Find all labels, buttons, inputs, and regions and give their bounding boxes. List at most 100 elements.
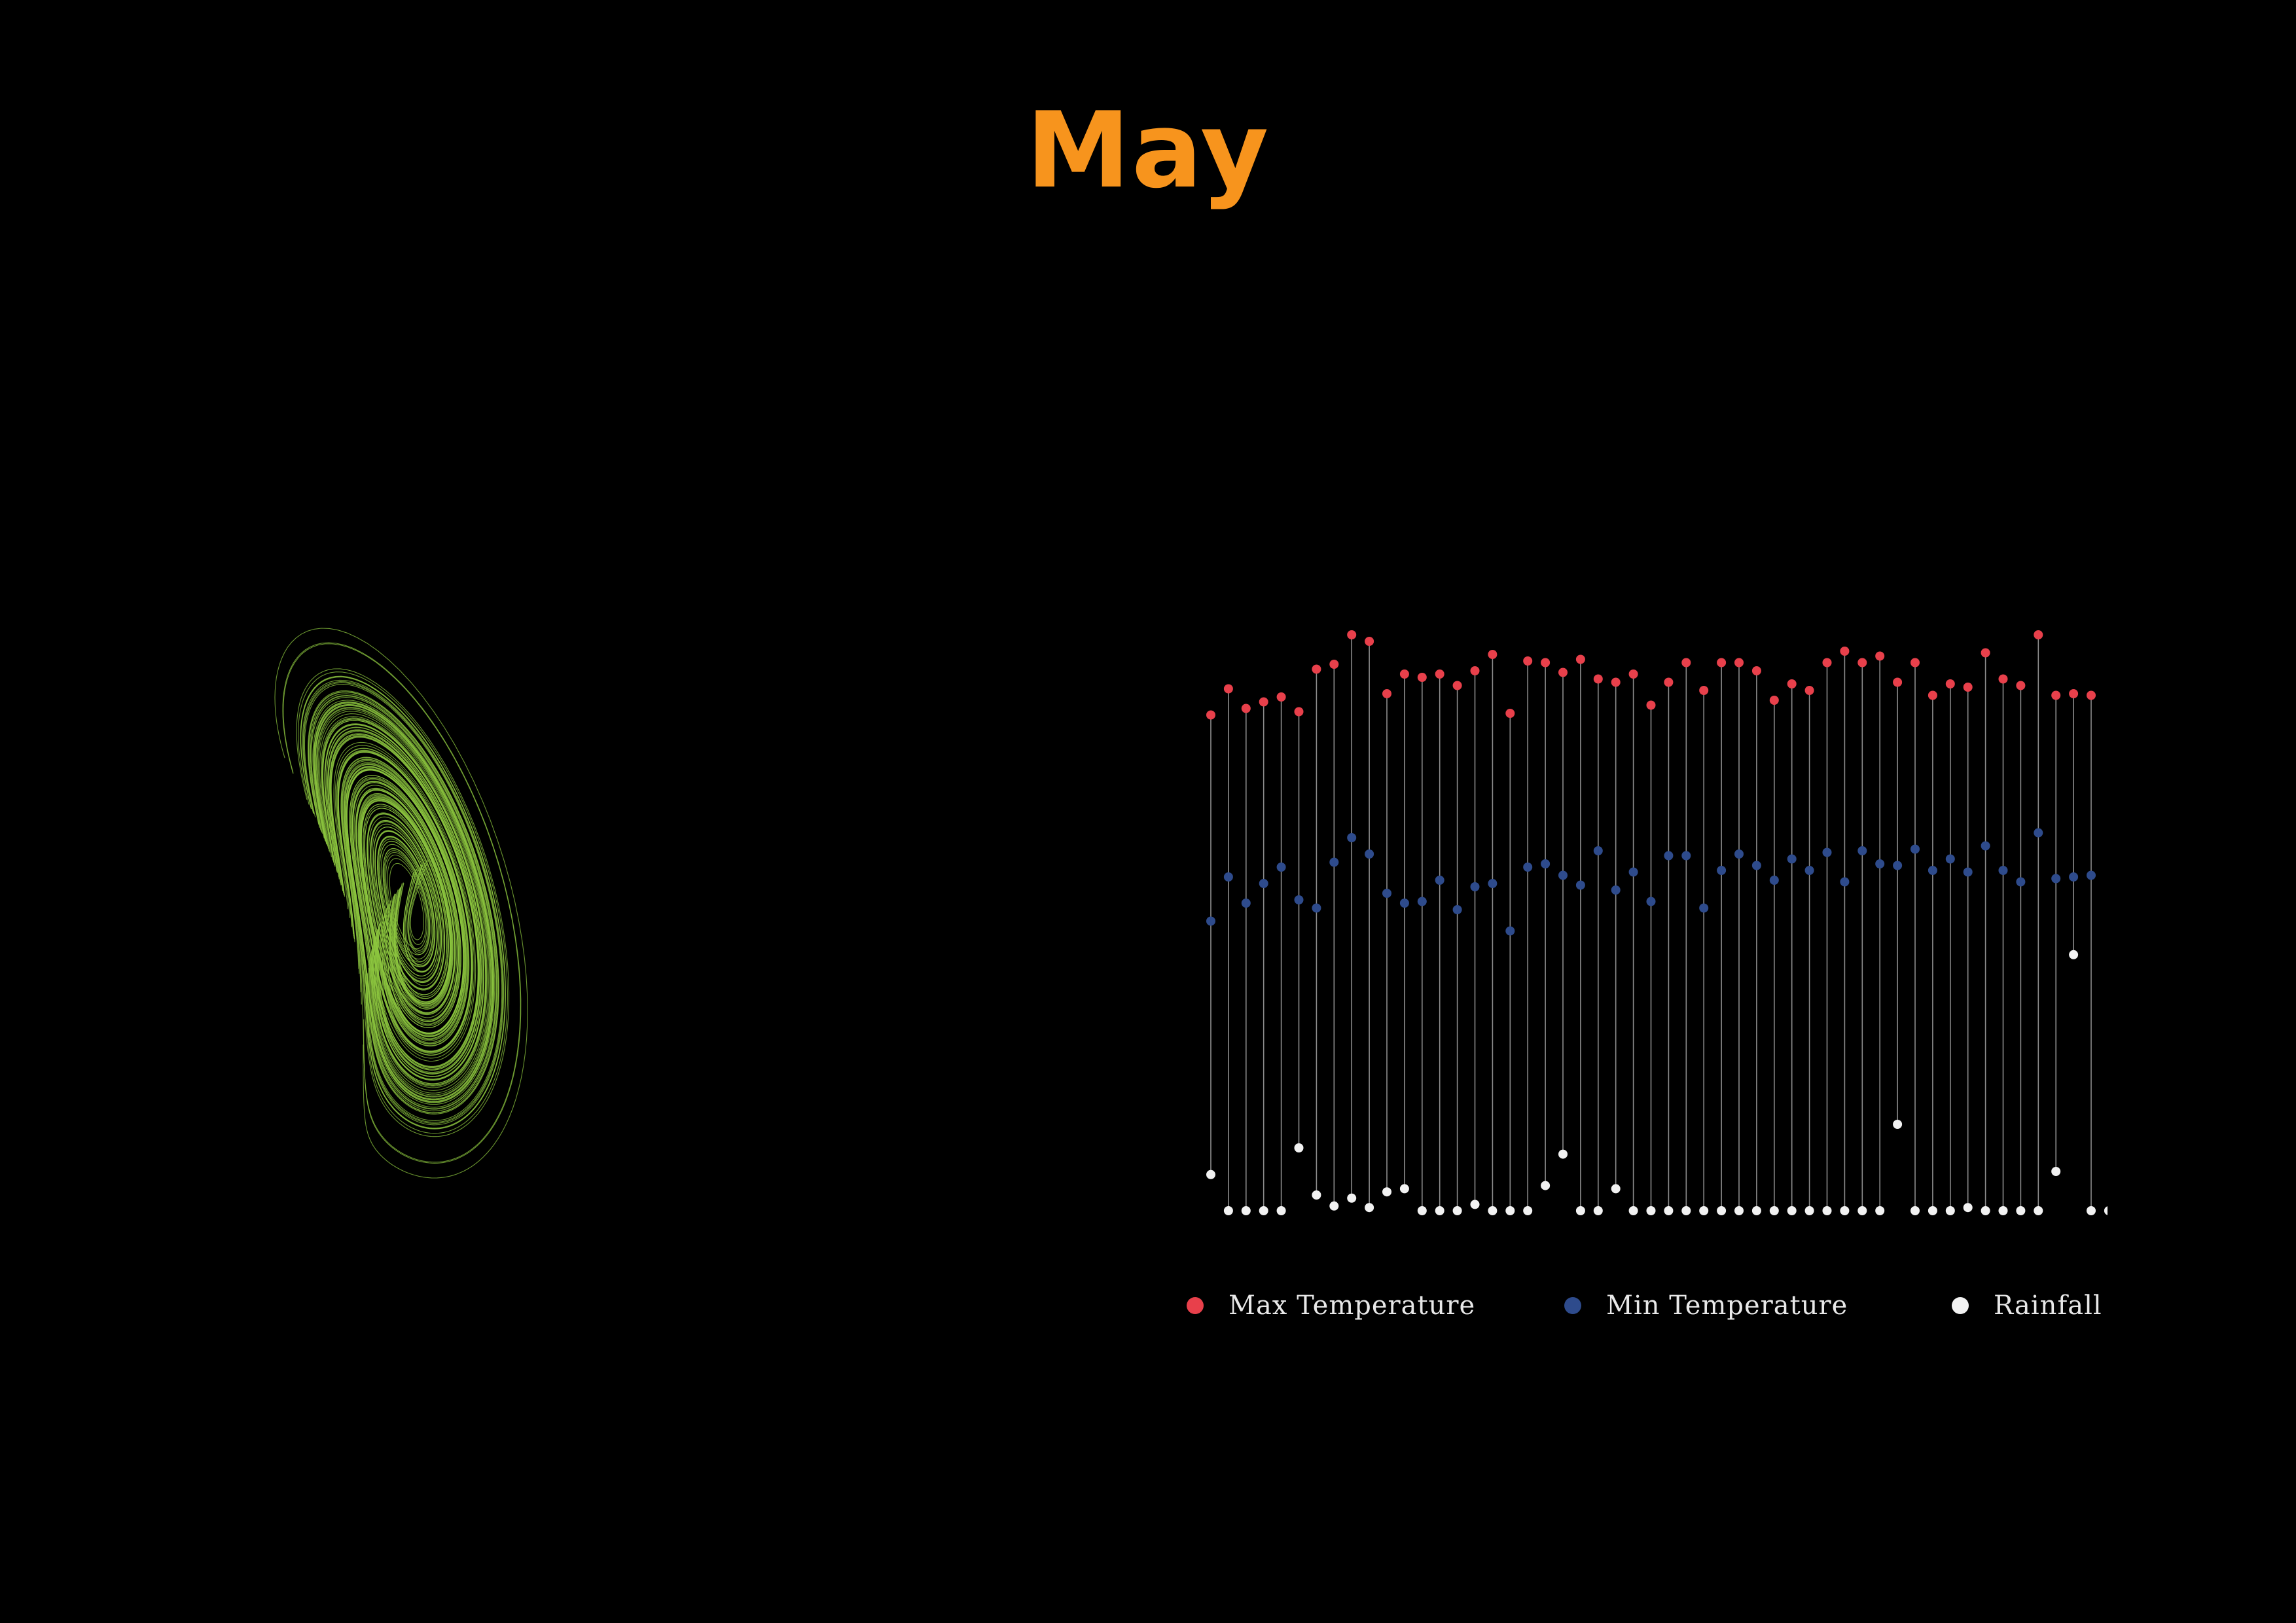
rainfall-point: [1241, 1206, 1251, 1215]
attractor-trajectory: [338, 751, 472, 1052]
rainfall-point: [1928, 1206, 1937, 1215]
rainfall-point: [1717, 1206, 1727, 1215]
attractor-trajectory: [298, 671, 508, 1134]
max-temperature-point: [1575, 654, 1585, 664]
attractor-trajectory: [337, 749, 473, 1054]
rainfall-point: [2104, 1206, 2108, 1215]
max-temperature-point: [1399, 669, 1409, 679]
rainfall-point: [1223, 1206, 1233, 1215]
rainfall-point: [1611, 1184, 1621, 1194]
max-temperature-point: [1558, 668, 1568, 677]
min-temperature-point: [1276, 863, 1286, 872]
max-temperature-point: [1945, 679, 1955, 688]
min-temperature-point: [1945, 854, 1955, 864]
attractor-trajectory: [317, 711, 490, 1094]
min-temperature-point: [1875, 859, 1885, 868]
rainfall-point: [1382, 1187, 1391, 1197]
max-temperature-point: [1893, 677, 1903, 687]
min-temperature-point: [1294, 895, 1304, 904]
max-temperature-point: [1329, 660, 1339, 669]
rainfall-point: [1593, 1206, 1603, 1215]
max-temperature-point: [1857, 658, 1867, 668]
rainfall-point: [1734, 1206, 1744, 1215]
min-temperature-point: [1734, 849, 1744, 859]
max-temperature-point: [1822, 658, 1832, 668]
min-temperature-point: [1893, 861, 1903, 870]
max-temperature-point: [1223, 684, 1233, 694]
attractor-trajectory: [310, 695, 497, 1109]
rainfall-point: [2069, 950, 2079, 959]
max-temperature-point: [1276, 692, 1286, 702]
min-temperature-point: [1928, 866, 1937, 875]
min-temperature-point: [1452, 905, 1462, 914]
max-temperature-point: [2069, 689, 2079, 698]
rainfall-point: [1417, 1206, 1427, 1215]
min-temperature-point: [1787, 854, 1797, 864]
rainfall-point: [2051, 1167, 2061, 1176]
max-temperature-point: [1365, 637, 1374, 646]
legend-min-temperature: Min Temperature: [1564, 1286, 1848, 1325]
attractor-trajectory: [327, 730, 482, 1074]
attractor-trajectory: [317, 709, 491, 1096]
rainfall-point: [1769, 1206, 1779, 1215]
min-temperature-point: [1646, 897, 1656, 906]
min-temperature-point: [1505, 926, 1515, 936]
min-temperature-point: [1558, 870, 1568, 880]
rainfall-point: [1365, 1203, 1374, 1213]
max-temperature-point: [1875, 651, 1885, 661]
min-temperature-point: [1857, 846, 1867, 855]
min-temperature-point: [1417, 897, 1427, 906]
rainfall-point: [1206, 1169, 1215, 1179]
attractor-trajectory: [300, 675, 506, 1130]
min-temperature-point: [1840, 877, 1850, 887]
min-temperature-point: [1681, 851, 1691, 861]
max-temperature-point: [1628, 669, 1638, 679]
min-temperature-point: [2034, 828, 2043, 838]
attractor-trajectory: [322, 720, 486, 1084]
rainfall-point: [1435, 1206, 1444, 1215]
max-temperature-point: [1963, 683, 1973, 692]
max-temperature-point: [2051, 690, 2061, 700]
rainfall-point: [1963, 1203, 1973, 1213]
attractor-trajectory: [333, 741, 476, 1062]
attractor-trajectory: [302, 679, 505, 1126]
rainfall-point: [1628, 1206, 1638, 1215]
attractor-plot: [274, 628, 528, 1179]
rainfall-point: [1893, 1120, 1903, 1129]
max-temperature-point: [1206, 710, 1215, 720]
min-temperature-point: [1523, 863, 1533, 872]
legend-max-temperature: Max Temperature: [1187, 1286, 1475, 1325]
max-temperature-point: [1541, 658, 1551, 668]
min-temperature-point: [1717, 866, 1727, 875]
max-temperature-point: [1787, 679, 1797, 688]
min-temperature-point: [1664, 851, 1674, 861]
max-temperature-point: [1241, 704, 1251, 713]
max-temperature-point: [1769, 696, 1779, 705]
attractor-trajectory: [313, 701, 495, 1103]
rainfall-point: [1294, 1143, 1304, 1152]
max-temperature-point: [1593, 674, 1603, 684]
max-temperature-point: [1611, 677, 1621, 687]
attractor-trajectory: [321, 717, 488, 1087]
min-temperature-point: [1593, 846, 1603, 855]
attractor-trajectory: [304, 684, 503, 1121]
min-temperature-point: [1804, 866, 1814, 875]
rainfall-point: [1981, 1206, 1990, 1215]
rainfall-point: [2034, 1206, 2043, 1215]
attractor-trajectory: [331, 736, 479, 1067]
max-temperature-point: [1523, 656, 1533, 666]
max-temperature-point: [2087, 690, 2096, 700]
max-temperature-point: [1470, 666, 1480, 675]
min-temperature-point: [1259, 879, 1268, 888]
min-temperature-point: [1347, 833, 1357, 842]
min-temperature-point: [1628, 867, 1638, 877]
attractor-trajectory: [314, 704, 493, 1101]
min-temperature-point: [1910, 844, 1920, 854]
rainfall-point: [1699, 1206, 1709, 1215]
rainfall-point: [1541, 1181, 1551, 1190]
legend-min-label: Min Temperature: [1606, 1291, 1848, 1321]
max-temperature-point: [1382, 689, 1391, 698]
min-temperature-point: [1575, 880, 1585, 890]
attractor-trajectory: [283, 643, 521, 1163]
rainfall-point: [1558, 1149, 1568, 1159]
